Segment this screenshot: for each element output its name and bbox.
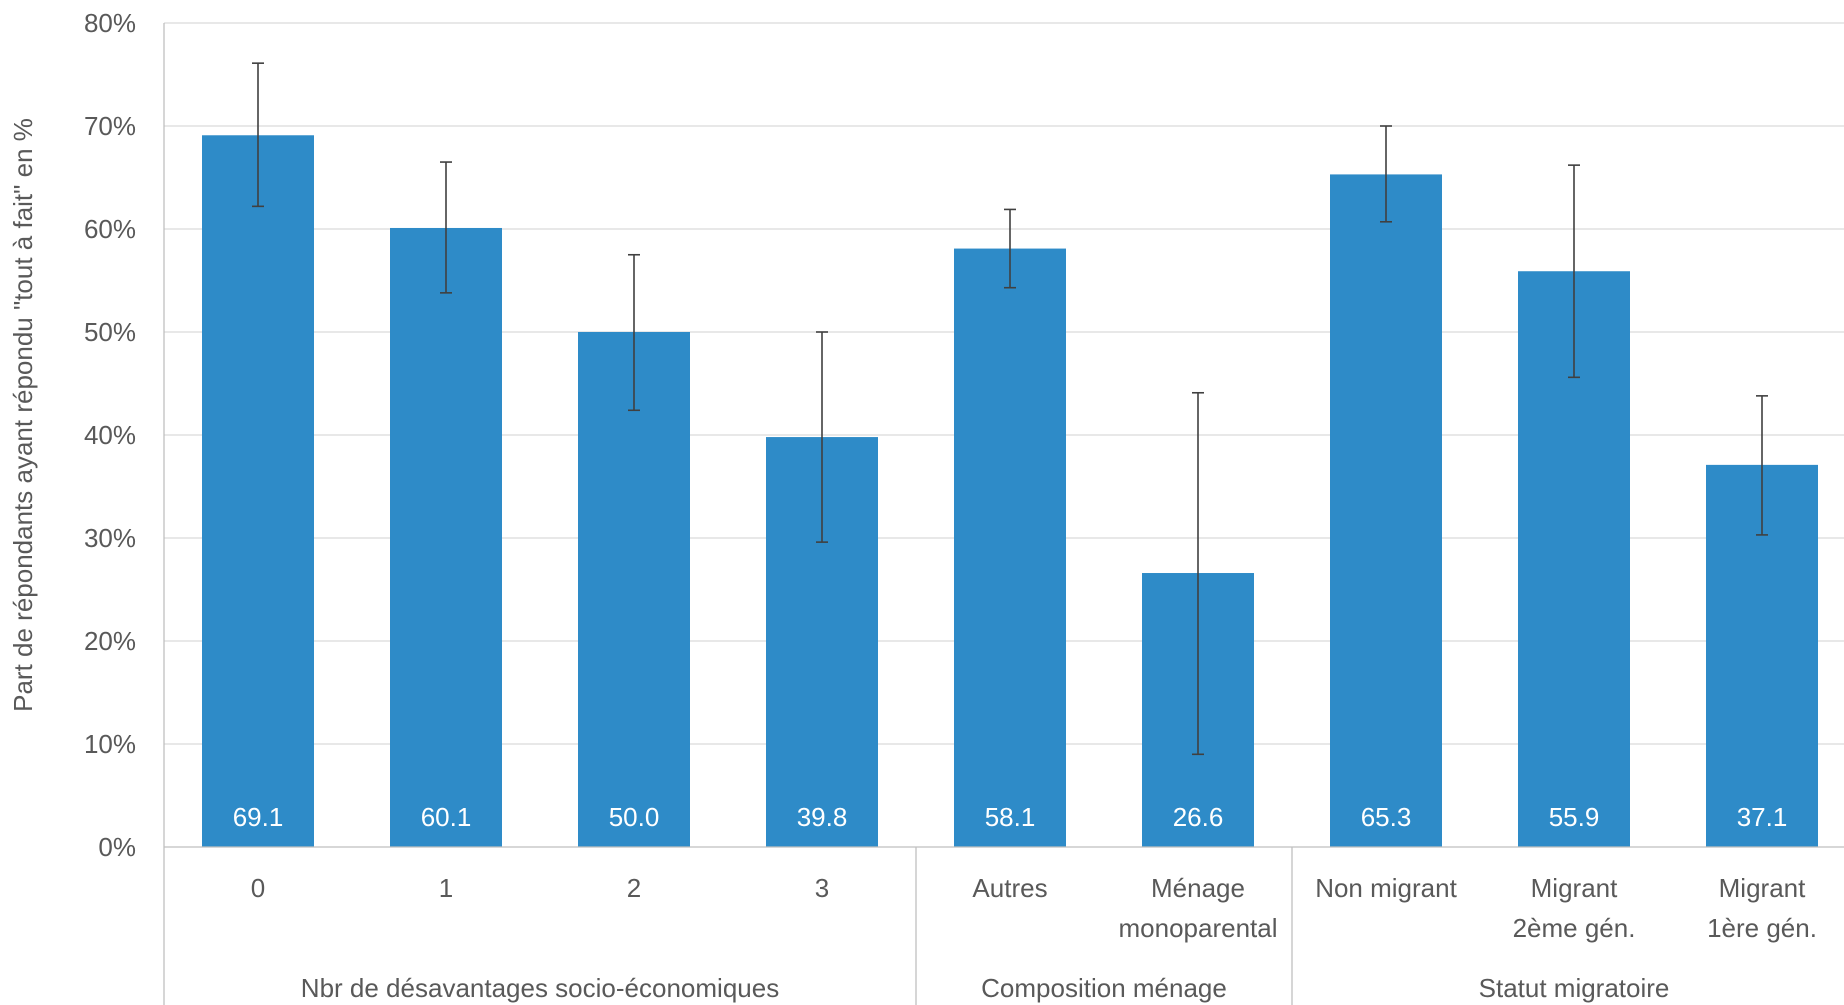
bar [202, 135, 314, 847]
x-tick-label: Migrant [1719, 873, 1806, 903]
data-label: 65.3 [1361, 802, 1412, 832]
bar [1330, 174, 1442, 847]
data-label: 60.1 [421, 802, 472, 832]
x-tick-label: 1 [439, 873, 453, 903]
bar [578, 332, 690, 847]
y-tick-label: 10% [84, 729, 136, 759]
data-label: 69.1 [233, 802, 284, 832]
data-label: 58.1 [985, 802, 1036, 832]
bars [202, 135, 1818, 848]
bar [954, 248, 1066, 847]
bar [390, 227, 502, 848]
data-labels: 69.1 60.1 50.0 39.8 58.1 26.6 65.3 55.9 37.1 [233, 802, 1788, 832]
y-tick-label: 60% [84, 214, 136, 244]
y-tick-label: 30% [84, 523, 136, 553]
x-tick-label: 2ème gén. [1513, 913, 1636, 943]
group-label: Composition ménage [981, 973, 1227, 1003]
group-label: Statut migratoire [1479, 973, 1670, 1003]
y-tick-label: 40% [84, 420, 136, 450]
data-label: 55.9 [1549, 802, 1600, 832]
data-label: 26.6 [1173, 802, 1224, 832]
y-tick-label: 50% [84, 317, 136, 347]
group-label: Nbr de désavantages socio-économiques [301, 973, 779, 1003]
data-label: 50.0 [609, 802, 660, 832]
x-tick-label: monoparental [1119, 913, 1278, 943]
y-tick-label: 0% [98, 832, 136, 862]
x-tick-label: 3 [815, 873, 829, 903]
y-tick-label: 20% [84, 626, 136, 656]
x-axis: 0 1 2 3 Autres Ménage monoparental Non migrant M… [164, 846, 1844, 1005]
y-tick-label: 80% [84, 8, 136, 38]
x-tick-label: Autres [972, 873, 1047, 903]
x-tick-label: 2 [627, 873, 641, 903]
x-tick-label: Ménage [1151, 873, 1245, 903]
data-label: 37.1 [1737, 802, 1788, 832]
error-bars [252, 62, 1768, 756]
y-tick-label: 70% [84, 111, 136, 141]
x-tick-label: Non migrant [1315, 873, 1457, 903]
y-axis-title: Part de répondants ayant répondu "tout à… [8, 118, 38, 712]
x-tick-label: Migrant [1531, 873, 1618, 903]
y-axis: 0% 10% 20% 30% 40% 50% 60% 70% 80% [84, 8, 165, 1005]
data-label: 39.8 [797, 802, 848, 832]
x-tick-label: 1ère gén. [1707, 913, 1817, 943]
x-tick-label: 0 [251, 873, 265, 903]
